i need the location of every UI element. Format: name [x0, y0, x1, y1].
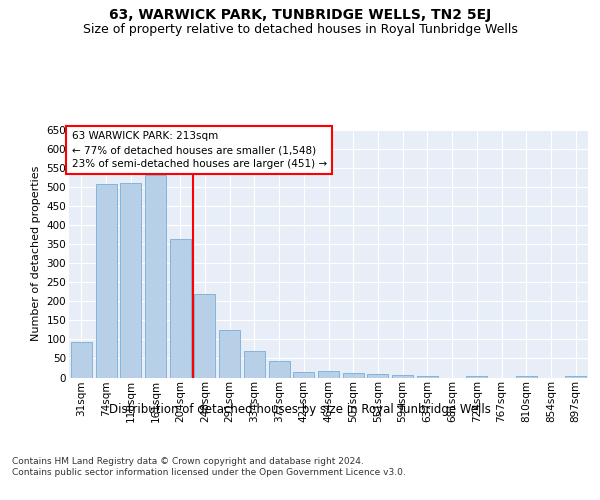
Bar [367, 374, 388, 378]
Bar [417, 376, 438, 378]
Bar [318, 370, 339, 378]
Text: Contains HM Land Registry data © Crown copyright and database right 2024.
Contai: Contains HM Land Registry data © Crown c… [12, 458, 406, 477]
Text: Size of property relative to detached houses in Royal Tunbridge Wells: Size of property relative to detached ho… [83, 22, 517, 36]
Bar [170, 238, 191, 378]
Bar [95, 184, 116, 378]
Bar [219, 330, 240, 378]
Bar [516, 376, 537, 378]
Text: Distribution of detached houses by size in Royal Tunbridge Wells: Distribution of detached houses by size … [109, 402, 491, 415]
Bar [120, 184, 141, 378]
Bar [565, 376, 586, 378]
Bar [392, 375, 413, 378]
Bar [71, 342, 92, 378]
Bar [145, 174, 166, 378]
Bar [194, 294, 215, 378]
Bar [466, 376, 487, 378]
Bar [244, 351, 265, 378]
Bar [293, 372, 314, 378]
Text: 63 WARWICK PARK: 213sqm
← 77% of detached houses are smaller (1,548)
23% of semi: 63 WARWICK PARK: 213sqm ← 77% of detache… [71, 131, 327, 169]
Y-axis label: Number of detached properties: Number of detached properties [31, 166, 41, 342]
Bar [269, 361, 290, 378]
Bar [343, 374, 364, 378]
Text: 63, WARWICK PARK, TUNBRIDGE WELLS, TN2 5EJ: 63, WARWICK PARK, TUNBRIDGE WELLS, TN2 5… [109, 8, 491, 22]
